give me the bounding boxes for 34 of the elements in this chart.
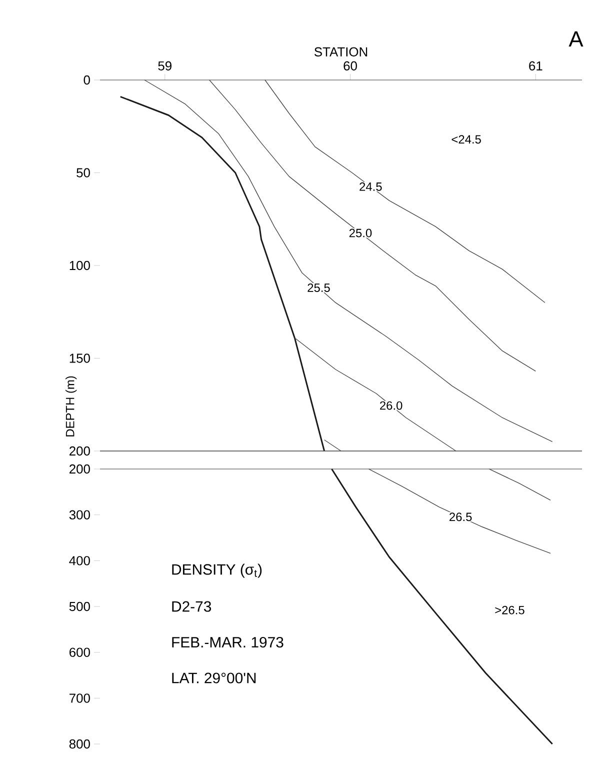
- x-tick-label: 59: [158, 61, 172, 70]
- y-tick-label: 600: [70, 648, 90, 657]
- series-label: 26.5: [450, 512, 472, 522]
- line-series: [264, 80, 546, 303]
- x-tick-label: 61: [529, 61, 542, 70]
- series-label: 26.0: [380, 401, 402, 410]
- y-tick-label: 150: [70, 354, 90, 363]
- y-tick-label: 400: [69, 556, 90, 566]
- annotation: LAT. 29°00'N: [172, 672, 256, 684]
- annotation: D2-73: [172, 601, 212, 612]
- line-series: [144, 80, 553, 442]
- y-tick-label: 50: [76, 168, 90, 178]
- y-tick-label: 800: [69, 739, 90, 749]
- y-tick-label: 700: [70, 694, 90, 703]
- y-tick-label: 200: [70, 446, 90, 456]
- y-tick-label: 100: [70, 260, 90, 270]
- y-axis-title: DEPTH (m): [66, 376, 77, 436]
- y-tick-label: 300: [69, 510, 90, 520]
- x-axis-title: STATION: [314, 47, 368, 56]
- line-series: [209, 80, 536, 372]
- y-tick-label: 500: [69, 602, 90, 612]
- line-series: [368, 468, 551, 554]
- line-series: [330, 468, 554, 745]
- annotation: DENSITY (σ$_{t}$): [172, 564, 262, 578]
- annotation: FEB.-MAR. 1973: [172, 636, 284, 648]
- y-tick-label: 200: [70, 464, 90, 474]
- series-label: 25.5: [308, 284, 330, 292]
- y-tick-label: 0: [84, 75, 90, 85]
- chart-title: A: [568, 31, 584, 46]
- annotation: >26.5: [495, 606, 524, 614]
- series-label: 25.0: [349, 228, 372, 238]
- series-label: 24.5: [360, 182, 382, 191]
- x-tick-label: 60: [344, 61, 357, 70]
- annotation: <24.5: [452, 135, 481, 144]
